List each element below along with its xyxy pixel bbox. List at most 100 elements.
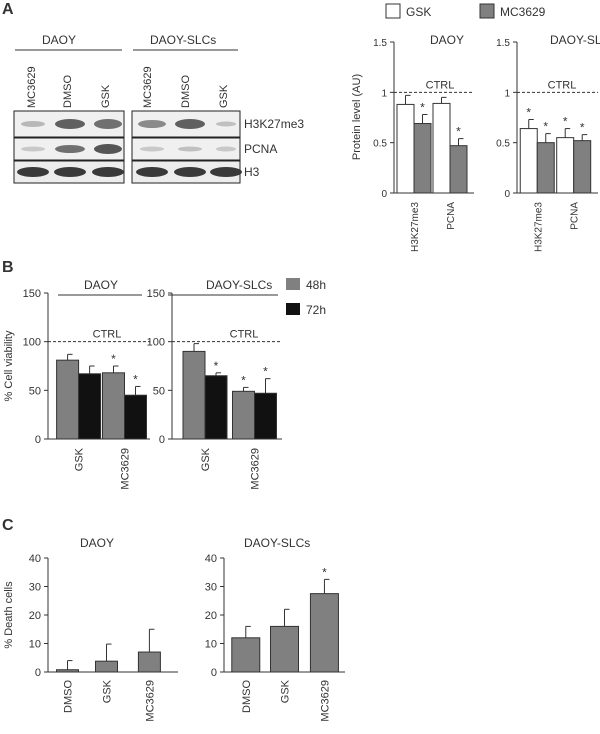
y-tick-label: 0 [381,189,387,200]
legend-a: GSK MC3629 [385,3,546,19]
chart-title: DAOY [430,33,464,47]
legend-swatch [286,278,300,290]
ctrl-label: CTRL [426,79,455,91]
legend-label: 48h [306,278,326,292]
legend-swatch [479,3,495,19]
chart-title: DAOY-SLCs [244,536,310,550]
lane-label: MC3629 [142,66,154,108]
lane-label: DMSO [180,75,192,108]
legend-b: 48h 72h [286,278,326,317]
y-tick-label: 10 [29,639,41,651]
category-label: MC3629 [319,680,331,722]
chart-b-daoy-slcs: DAOY-SLCs 0 50 100 150 CTRL * GSK * * MC3629 [147,278,282,490]
blot-band [94,119,122,129]
significance-mark: * [111,352,116,366]
bar [56,359,80,440]
ctrl-label: CTRL [548,79,577,91]
category-label: GSK [74,447,86,471]
blot-band [55,145,85,153]
y-axis-label: % Death cells [3,581,15,649]
y-tick-label: 10 [205,639,217,651]
y-tick-label: 100 [23,337,41,349]
significance-mark: * [133,372,138,386]
significance-mark: * [456,125,461,139]
bar [102,372,125,440]
bar [396,103,415,194]
bar [78,373,102,440]
legend-label: 72h [306,303,326,317]
significance-mark: * [526,106,531,120]
blot-band [55,119,85,129]
bar [56,669,79,673]
significance-mark: * [563,115,568,129]
band-label: H3K27me3 [244,117,304,131]
blot-band [17,167,49,177]
y-tick-label: 100 [147,337,165,349]
bar [232,390,255,440]
bar [254,392,277,440]
panel-letter-c: C [2,517,14,534]
blot-band [175,119,205,129]
band-label: PCNA [244,142,277,156]
bar [573,140,592,194]
chart-c-daoy: DAOY 0 10 20 30 40 % Death cells DMSO GSK MC3629 [3,536,178,722]
chart-c-daoy-slcs: DAOY-SLCs 0 10 20 30 40 DMSO GSK * MC3629 [205,536,345,722]
bar [309,593,339,673]
ctrl-label: CTRL [93,329,122,341]
bar [449,145,468,194]
blot-group-label: DAOY [42,33,76,47]
category-label: MC3629 [250,448,262,490]
y-tick-label: 0 [159,434,165,446]
blot-band [140,146,164,152]
significance-mark: * [263,365,268,379]
y-axis-label: % Cell viability [3,330,15,401]
blot-band [210,167,242,177]
lane-label: DMSO [62,75,74,108]
bar [556,137,575,194]
lane-label: MC3629 [26,66,38,108]
panel-letter-a: A [2,1,14,18]
ctrl-label: CTRL [230,329,259,341]
bar [413,123,432,194]
bar [124,394,147,440]
blot-band [174,167,206,177]
category-label: DMSO [241,680,253,713]
category-label: PCNA [446,202,457,230]
chart-title: DAOY-SLCs [206,278,272,292]
category-label: GSK [200,447,212,471]
y-tick-label: 1 [504,88,510,99]
legend-label: MC3629 [500,5,546,19]
bar [182,350,206,440]
bar [95,660,118,673]
y-tick-label: 0 [211,667,217,679]
blot-band [138,120,166,128]
bar [137,651,161,673]
blot-band [21,146,45,152]
chart-a-daoy-slcs: DAOY-SLCs 0 0.5 1 1.5 CTRL * * H3K27me3 * * PCNA [496,33,600,252]
significance-mark: * [214,359,219,373]
category-label: GSK [102,679,114,703]
y-tick-label: 1 [381,88,387,99]
category-label: H3K27me3 [410,202,421,252]
legend-label: GSK [406,5,431,19]
significance-mark: * [241,373,246,387]
blot-band [92,167,124,177]
significance-mark: * [543,120,548,134]
category-label: MC3629 [120,448,132,490]
blot-band [178,146,202,152]
blot-band [94,144,122,154]
blot-band [54,167,86,177]
bar [231,637,261,673]
significance-mark: * [322,565,327,579]
y-tick-label: 0 [35,434,41,446]
blot-band [216,146,236,152]
y-tick-label: 1.5 [373,38,387,49]
y-tick-label: 0 [35,667,41,679]
y-tick-label: 0 [504,189,510,200]
y-tick-label: 20 [29,610,41,622]
y-tick-label: 20 [205,610,217,622]
y-tick-label: 1.5 [496,38,510,49]
y-tick-label: 150 [23,288,41,300]
legend-swatch [286,303,300,315]
